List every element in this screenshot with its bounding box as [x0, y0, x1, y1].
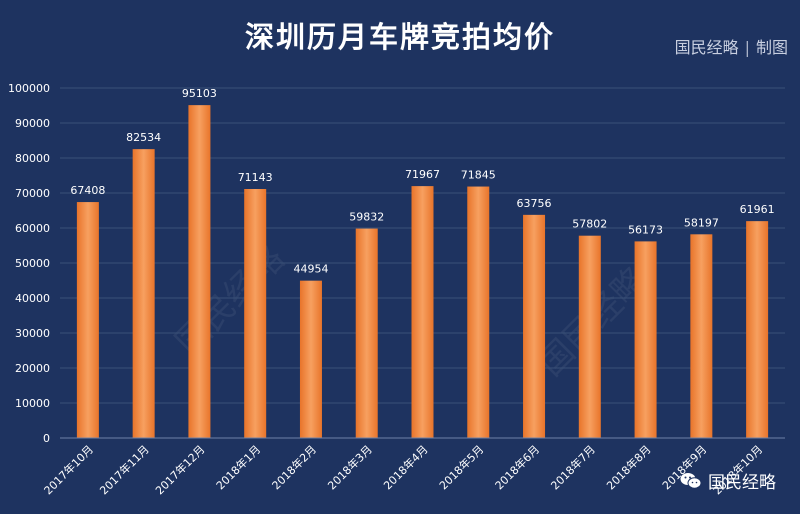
- x-tick-label: 2018年5月: [436, 442, 486, 492]
- chart-credit: 国民经略 | 制图: [675, 34, 788, 58]
- data-label: 44954: [293, 263, 328, 276]
- data-label: 71845: [461, 169, 496, 182]
- brand-badge: 国民经略: [680, 468, 776, 493]
- x-axis: 2017年10月 2017年11月 2017年12月 2018年1月 2018年2月 20…: [41, 437, 785, 497]
- data-label: 95103: [182, 87, 217, 100]
- data-label: 63756: [517, 197, 552, 210]
- bar: [578, 235, 601, 438]
- x-tick-label: 2018年2月: [269, 442, 319, 492]
- y-tick-label: 30000: [15, 327, 50, 340]
- data-label: 58197: [684, 216, 719, 229]
- x-tick-label: 2018年4月: [380, 442, 430, 492]
- y-axis: 0 10000 20000 30000 40000 50000 60000 70000 8000…: [8, 82, 50, 445]
- data-label: 56173: [628, 223, 663, 236]
- x-tick-label: 2018年8月: [603, 442, 653, 492]
- bar: [188, 105, 211, 439]
- credit-separator: |: [744, 38, 750, 57]
- bar: [634, 241, 657, 438]
- bar: [244, 188, 267, 438]
- x-tick-label: 2018年1月: [213, 442, 263, 492]
- bar: [299, 280, 322, 438]
- y-tick-label: 40000: [15, 292, 50, 305]
- data-label: 61961: [740, 203, 775, 216]
- data-label: 57802: [572, 218, 607, 231]
- data-label: 82534: [126, 131, 161, 144]
- y-tick-label: 10000: [15, 397, 50, 410]
- y-tick-label: 80000: [15, 152, 50, 165]
- y-tick-label: 90000: [15, 117, 50, 130]
- x-tick-label: 2017年11月: [97, 442, 152, 497]
- x-tick-label: 2017年12月: [152, 442, 207, 497]
- y-tick-label: 0: [43, 432, 50, 445]
- credit-org: 国民经略: [674, 38, 739, 57]
- y-tick-label: 100000: [8, 82, 50, 95]
- bar: [746, 221, 769, 438]
- x-tick-label: 2018年6月: [492, 442, 542, 492]
- chart-title: 深圳历月车牌竞拍均价: [244, 20, 555, 54]
- bar: [355, 228, 378, 438]
- y-tick-label: 60000: [15, 222, 50, 235]
- bars: [76, 105, 769, 439]
- y-tick-label: 50000: [15, 257, 50, 270]
- y-tick-label: 20000: [15, 362, 50, 375]
- bar: [523, 214, 546, 438]
- data-label: 71143: [238, 171, 273, 184]
- x-tick-label: 2018年3月: [325, 442, 375, 492]
- watermark-left: 国民经略: [168, 238, 292, 362]
- x-tick-label: 2018年7月: [548, 442, 598, 492]
- credit-action: 制图: [755, 38, 788, 57]
- bar: [76, 202, 99, 438]
- bar: [467, 186, 490, 438]
- data-labels: 67408 82534 95103 71143 44954 59832 71967 71845…: [70, 87, 774, 276]
- bar: [690, 234, 713, 438]
- x-tick-label: 2017年10月: [41, 442, 96, 497]
- brand-name: 国民经略: [708, 473, 776, 493]
- data-label: 67408: [70, 184, 105, 197]
- data-label: 71967: [405, 168, 440, 181]
- wechat-icon: [680, 472, 702, 489]
- bar: [132, 149, 155, 439]
- y-tick-label: 70000: [15, 187, 50, 200]
- data-label: 59832: [349, 211, 384, 224]
- bar: [411, 186, 434, 438]
